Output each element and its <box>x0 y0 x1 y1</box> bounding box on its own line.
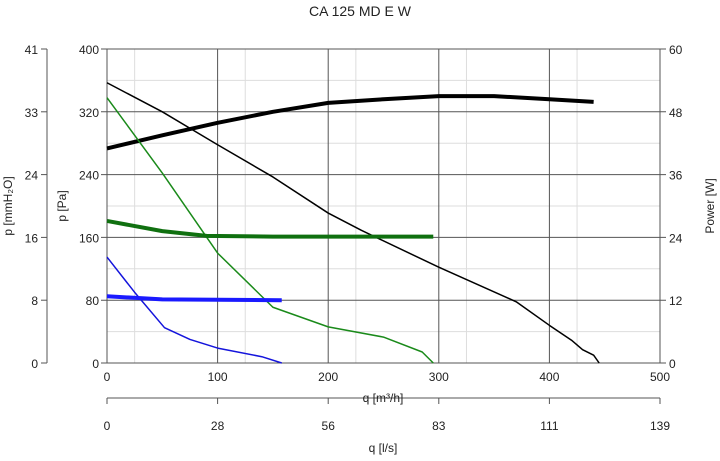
x2-tick-label: 111 <box>540 419 559 433</box>
y2-tick-label: 12 <box>669 294 683 308</box>
y2-tick-label: 0 <box>669 357 676 371</box>
series-group <box>106 82 600 364</box>
series-pressure-high <box>106 82 600 364</box>
x-tick-label: 400 <box>539 370 559 384</box>
series-pressure-medium <box>106 97 434 364</box>
series-power-high <box>106 94 594 151</box>
grid <box>101 48 666 364</box>
y-left2-tick-label: 33 <box>25 106 39 120</box>
x2-tick-label: 56 <box>322 419 336 433</box>
x2-tick-label: 139 <box>650 419 670 433</box>
x-tick-label: 300 <box>429 370 449 384</box>
y-tick-label: 320 <box>79 106 99 120</box>
x-tick-label: 100 <box>208 370 228 384</box>
series-pressure-low <box>106 256 282 364</box>
y2-tick-label: 36 <box>669 169 683 183</box>
y2-axis-label: Power [W] <box>703 178 717 233</box>
y-tick-label: 400 <box>79 43 99 57</box>
y-tick-label: 80 <box>86 294 100 308</box>
x2-tick-label: 28 <box>211 419 225 433</box>
y2-tick-label: 60 <box>669 43 683 57</box>
y-tick-label: 240 <box>79 169 99 183</box>
x-axis-label: q [m³/h] <box>363 391 404 405</box>
x-tick-label: 0 <box>104 370 111 384</box>
y2-tick-label: 48 <box>669 106 683 120</box>
y2-tick-label: 24 <box>669 231 683 245</box>
y-tick-label: 160 <box>79 231 99 245</box>
chart-title: CA 125 MD E W <box>309 3 412 19</box>
y-left2-tick-label: 41 <box>25 43 39 57</box>
y-left2-tick-label: 0 <box>31 357 38 371</box>
y-left2-tick-label: 24 <box>25 169 39 183</box>
x2-tick-label: 83 <box>432 419 446 433</box>
y-tick-label: 0 <box>92 357 99 371</box>
y-left2-tick-label: 16 <box>25 231 39 245</box>
series-power-low <box>106 294 282 303</box>
series-power-medium <box>106 218 434 239</box>
y-axis-label: p [Pa] <box>55 190 69 221</box>
x-tick-label: 500 <box>650 370 670 384</box>
y-left2-axis-label: p [mmH₂O] <box>1 176 15 235</box>
y-left2-tick-label: 8 <box>31 294 38 308</box>
x2-axis-label: q [l/s] <box>369 441 398 455</box>
x2-tick-label: 0 <box>104 419 111 433</box>
x-tick-label: 200 <box>318 370 338 384</box>
